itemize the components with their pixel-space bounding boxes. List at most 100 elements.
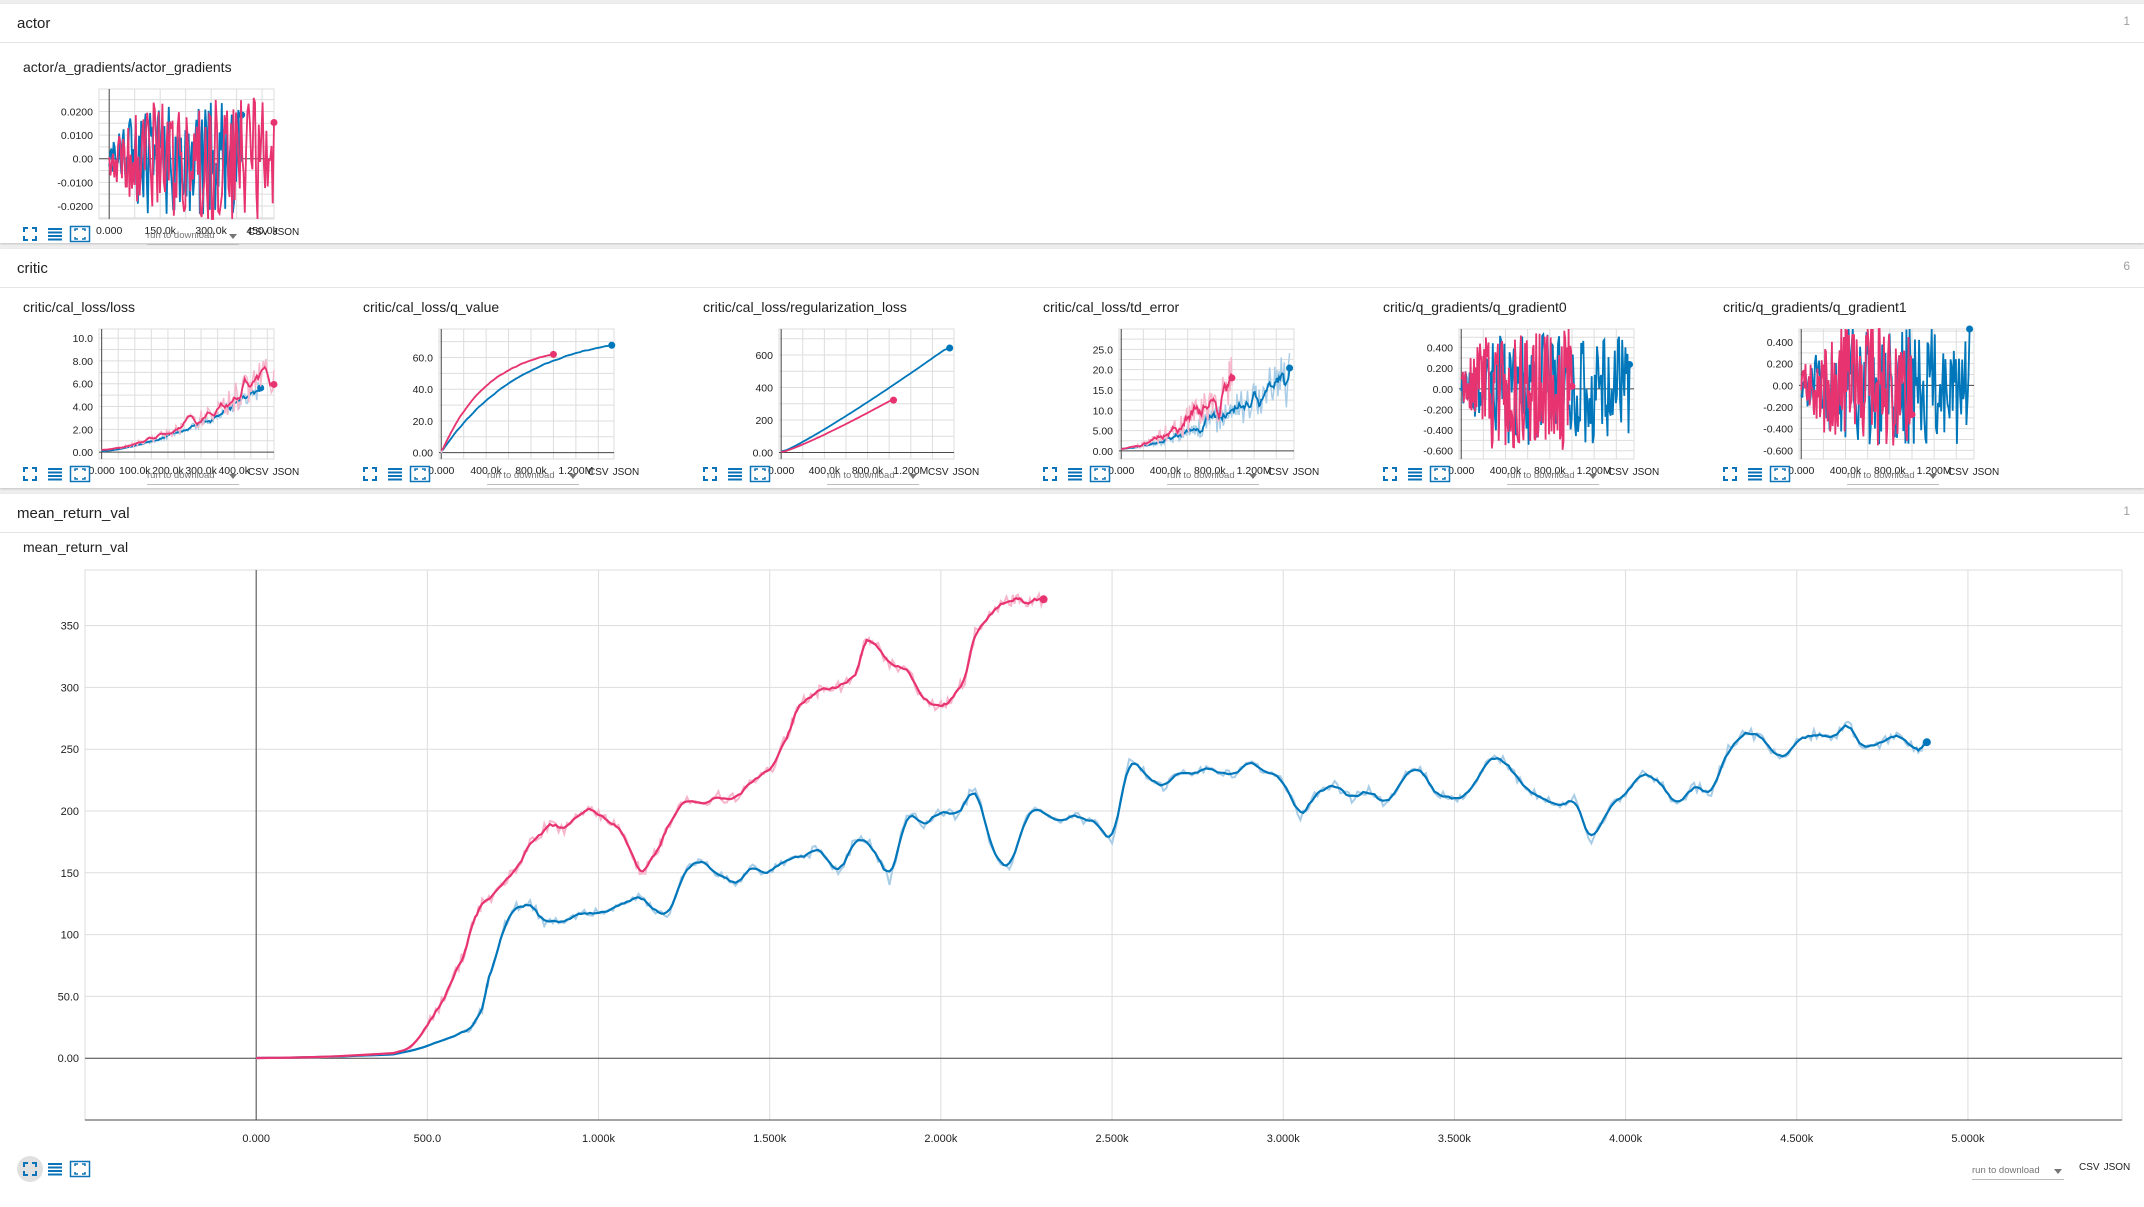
download-json-link[interactable]: JSON (272, 467, 300, 478)
fullscreen-icon[interactable] (21, 225, 39, 243)
chart-plot[interactable]: 0.000 100.0k 200.0k 300.0k 400.0k 10.0 8.00 6.0… (17, 299, 287, 484)
series-pink-endpoint (270, 118, 278, 126)
fit-domain-icon[interactable] (69, 225, 91, 243)
fit-domain-icon[interactable] (409, 465, 431, 483)
fullscreen-icon-glyph (703, 467, 717, 481)
download-json-link[interactable]: JSON (612, 467, 640, 478)
download-json-link[interactable]: JSON (1292, 467, 1320, 478)
fullscreen-icon-glyph (1723, 467, 1737, 481)
list-icon-glyph (1408, 468, 1422, 481)
y-tick-label: 20.0 (413, 416, 434, 428)
list-icon[interactable] (46, 1160, 64, 1178)
x-tick-label: 800.0k (852, 465, 884, 477)
run-to-download-select[interactable]: run to download (147, 230, 239, 245)
fullscreen-icon[interactable] (17, 1156, 43, 1182)
fit-domain-icon-glyph (409, 465, 431, 483)
download-csv-link[interactable]: CSV (248, 467, 269, 478)
list-icon-glyph (48, 468, 62, 481)
chart-plot[interactable]: 0.000 150.0k 300.0k 450.0k 0.0200 0.0100 0.00 -… (17, 59, 287, 244)
x-tick-label: 300.0k (185, 465, 217, 477)
section-header-actor[interactable]: actor 1 (0, 4, 2144, 43)
download-json-link[interactable]: JSON (272, 227, 300, 238)
y-tick-label: 0.00 (413, 448, 434, 460)
run-to-download-select[interactable]: run to download (147, 470, 239, 485)
y-tick-label: 10.0 (73, 333, 94, 345)
series-blue-line (256, 724, 1928, 1060)
list-icon[interactable] (1746, 465, 1764, 483)
download-json-link[interactable]: JSON (952, 467, 980, 478)
fit-domain-icon-glyph (69, 465, 91, 483)
chevron-down-icon (1249, 474, 1257, 479)
chevron-down-icon (229, 474, 237, 479)
download-json-link[interactable]: JSON (1632, 467, 1660, 478)
chart-plot[interactable]: 0.000 500.0 1.000k 1.500k 2.000k 2.500k 3.000k… (17, 539, 2127, 1149)
x-tick-label: 800.0k (515, 465, 547, 477)
y-tick-label: 50.0 (58, 991, 79, 1003)
fullscreen-icon[interactable] (1041, 465, 1059, 483)
chart-card: critic/q_gradients/q_gradient1 0.000 400.0… (1717, 299, 2057, 485)
fit-domain-icon[interactable] (1769, 465, 1791, 483)
section-header-mean-return-val[interactable]: mean_return_val 1 (0, 494, 2144, 533)
y-tick-label: 40.0 (413, 384, 434, 396)
fit-domain-icon[interactable] (1429, 465, 1451, 483)
chart-plot[interactable]: 0.000 400.0k 800.0k 1.200M 0.400 0.200 0.00 -0.… (1717, 299, 1987, 484)
fullscreen-icon-glyph (1383, 467, 1397, 481)
run-to-download-select[interactable]: run to download (487, 470, 579, 485)
run-to-download-select[interactable]: run to download (1507, 470, 1599, 485)
list-icon[interactable] (46, 225, 64, 243)
list-icon[interactable] (386, 465, 404, 483)
series-pink-line (1460, 328, 1573, 450)
list-icon-glyph (48, 1163, 62, 1176)
chart-plot[interactable]: 0.000 400.0k 800.0k 1.200M 0.400 0.200 0.00 -0.… (1377, 299, 1647, 484)
list-icon[interactable] (1066, 465, 1084, 483)
y-tick-label: 0.00 (73, 154, 94, 166)
section-header-critic[interactable]: critic 6 (0, 249, 2144, 288)
y-tick-label: 0.00 (1773, 380, 1794, 392)
run-to-download-select[interactable]: run to download (1972, 1165, 2064, 1180)
fit-domain-icon[interactable] (749, 465, 771, 483)
download-csv-link[interactable]: CSV (1608, 467, 1629, 478)
x-tick-label: 1.200M (893, 465, 928, 477)
fullscreen-icon[interactable] (361, 465, 379, 483)
fullscreen-icon[interactable] (701, 465, 719, 483)
list-icon[interactable] (726, 465, 744, 483)
fit-domain-icon[interactable] (69, 1160, 91, 1178)
download-formats: CSV JSON (928, 467, 979, 478)
download-csv-link[interactable]: CSV (1268, 467, 1289, 478)
chart-title: critic/q_gradients/q_gradient0 (1383, 299, 1567, 315)
x-tick-label: 200.0k (152, 465, 184, 477)
run-to-download-select[interactable]: run to download (827, 470, 919, 485)
chart-plot[interactable]: 0.000 400.0k 800.0k 1.200M 25.0 20.0 15.0 10.0 5… (1037, 299, 1307, 484)
series-blue-raw (256, 720, 1928, 1060)
download-csv-link[interactable]: CSV (928, 467, 949, 478)
fullscreen-icon[interactable] (21, 465, 39, 483)
run-to-download-select[interactable]: run to download (1167, 470, 1259, 485)
fullscreen-icon-glyph (23, 227, 37, 241)
chart-plot[interactable]: 0.000 400.0k 800.0k 1.200M 600 400 200 0.00 (697, 299, 967, 484)
y-tick-label: 25.0 (1093, 344, 1114, 356)
x-tick-label: 0.000 (89, 465, 115, 477)
download-csv-link[interactable]: CSV (588, 467, 609, 478)
x-tick-label: 0.000 (1448, 465, 1474, 477)
y-tick-label: -0.400 (1763, 424, 1793, 436)
fit-domain-icon[interactable] (69, 465, 91, 483)
download-csv-link[interactable]: CSV (248, 227, 269, 238)
fit-domain-icon-glyph (1089, 465, 1111, 483)
download-json-link[interactable]: JSON (2103, 1162, 2131, 1173)
chart-plot[interactable]: 0.000 400.0k 800.0k 1.200M 60.0 40.0 20.0 0.00 (357, 299, 627, 484)
download-json-link[interactable]: JSON (1972, 467, 2000, 478)
series-blue-line (1121, 367, 1291, 450)
fullscreen-icon-glyph (23, 467, 37, 481)
list-icon[interactable] (46, 465, 64, 483)
fullscreen-icon[interactable] (1381, 465, 1399, 483)
download-formats: CSV JSON (1268, 467, 1319, 478)
list-icon[interactable] (1406, 465, 1424, 483)
run-to-download-select[interactable]: run to download (1847, 470, 1939, 485)
download-csv-link[interactable]: CSV (2079, 1162, 2100, 1173)
fit-domain-icon[interactable] (1089, 465, 1111, 483)
download-csv-link[interactable]: CSV (1948, 467, 1969, 478)
series-pink-endpoint (1908, 411, 1916, 419)
y-tick-label: -0.400 (1423, 425, 1453, 437)
x-tick-label: 2.500k (1096, 1133, 1130, 1145)
fullscreen-icon[interactable] (1721, 465, 1739, 483)
